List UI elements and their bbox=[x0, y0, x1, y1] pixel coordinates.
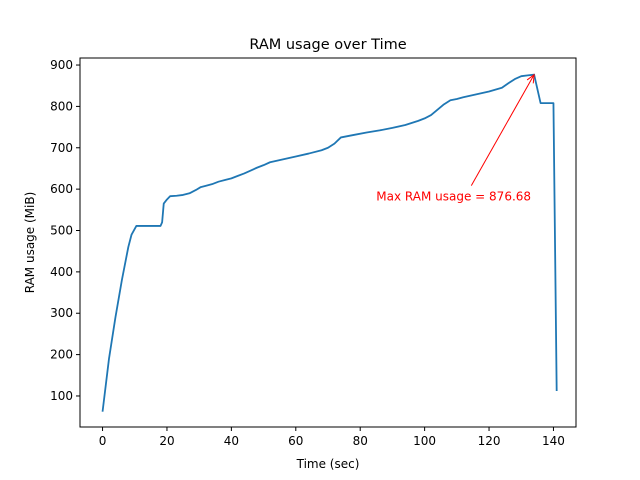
series-layer bbox=[101, 73, 558, 412]
annotation-arrow-line bbox=[470, 74, 535, 186]
x-tick-label: 20 bbox=[159, 434, 174, 448]
x-tick-label: 80 bbox=[353, 434, 368, 448]
y-tick-label: 800 bbox=[50, 99, 73, 113]
x-tick-label: 140 bbox=[542, 434, 565, 448]
y-tick-label: 200 bbox=[50, 348, 73, 362]
annotation-arrow-head bbox=[526, 73, 535, 84]
x-tick-label: 100 bbox=[413, 434, 436, 448]
y-axis-ticks: 100 200 300 400 500 600 700 800 900 bbox=[50, 58, 80, 403]
ram-usage-line bbox=[101, 73, 558, 412]
y-tick-label: 300 bbox=[50, 306, 73, 320]
y-tick-label: 900 bbox=[50, 58, 73, 72]
x-axis-ticks: 0 20 40 60 80 100 120 140 bbox=[99, 427, 565, 448]
y-tick-label: 400 bbox=[50, 265, 73, 279]
x-tick-label: 0 bbox=[99, 434, 107, 448]
plot-area bbox=[79, 57, 577, 428]
y-tick-label: 700 bbox=[50, 141, 73, 155]
y-tick-label: 500 bbox=[50, 224, 73, 238]
annotation-layer: Max RAM usage = 876.68 bbox=[376, 73, 535, 204]
y-axis-label: RAM usage (MiB) bbox=[23, 192, 37, 294]
y-tick-label: 600 bbox=[50, 182, 73, 196]
x-tick-label: 40 bbox=[224, 434, 239, 448]
chart-title: RAM usage over Time bbox=[249, 37, 406, 53]
x-axis-label: Time (sec) bbox=[296, 457, 360, 471]
x-tick-label: 60 bbox=[288, 434, 303, 448]
axes-frame bbox=[79, 57, 577, 428]
y-tick-label: 100 bbox=[50, 389, 73, 403]
x-tick-label: 120 bbox=[478, 434, 501, 448]
max-ram-annotation: Max RAM usage = 876.68 bbox=[376, 190, 531, 204]
